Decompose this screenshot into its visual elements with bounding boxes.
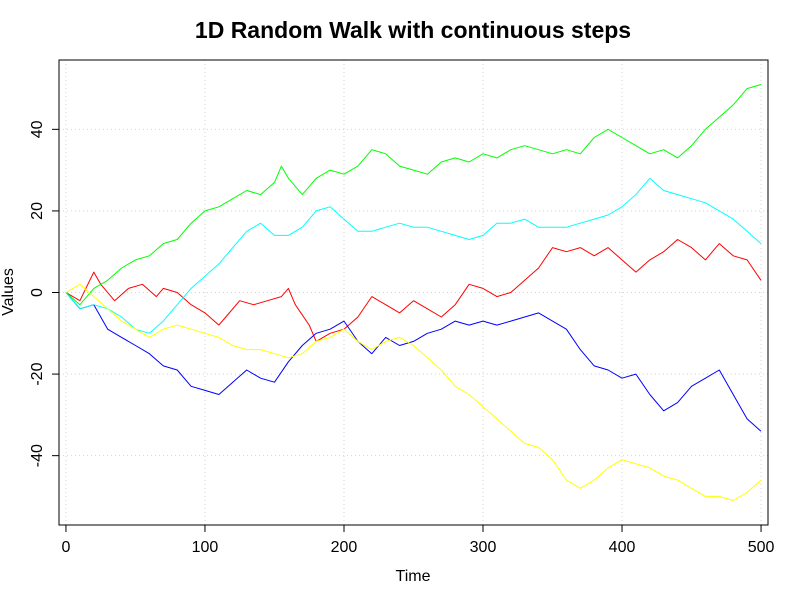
series-line-3 <box>65 292 762 432</box>
x-axis-label: Time <box>396 568 431 585</box>
series-line-5 <box>65 283 762 501</box>
series-line-1 <box>65 239 762 342</box>
y-tick-label: 40 <box>29 120 46 138</box>
x-tick-label: 500 <box>748 539 775 556</box>
series-line-4 <box>65 177 762 334</box>
x-tick-label: 300 <box>470 539 497 556</box>
x-axis: 0 100 200 300 400 500 <box>61 524 775 556</box>
x-tick-label: 100 <box>192 539 219 556</box>
y-tick-label: -40 <box>29 444 46 467</box>
y-tick-label: -20 <box>29 362 46 385</box>
chart-title: 1D Random Walk with continuous steps <box>195 17 631 43</box>
y-tick-label: 0 <box>29 288 46 297</box>
series-line-2 <box>65 84 762 306</box>
series-lines <box>65 84 762 501</box>
x-tick-label: 400 <box>609 539 636 556</box>
y-axis-label: Values <box>0 268 17 316</box>
plot-frame <box>58 59 769 526</box>
y-tick-label: 20 <box>29 202 46 220</box>
x-tick-label: 200 <box>331 539 358 556</box>
x-tick-label: 0 <box>61 539 70 556</box>
grid <box>59 60 768 525</box>
y-axis: -40 -20 0 20 40 <box>29 120 59 467</box>
